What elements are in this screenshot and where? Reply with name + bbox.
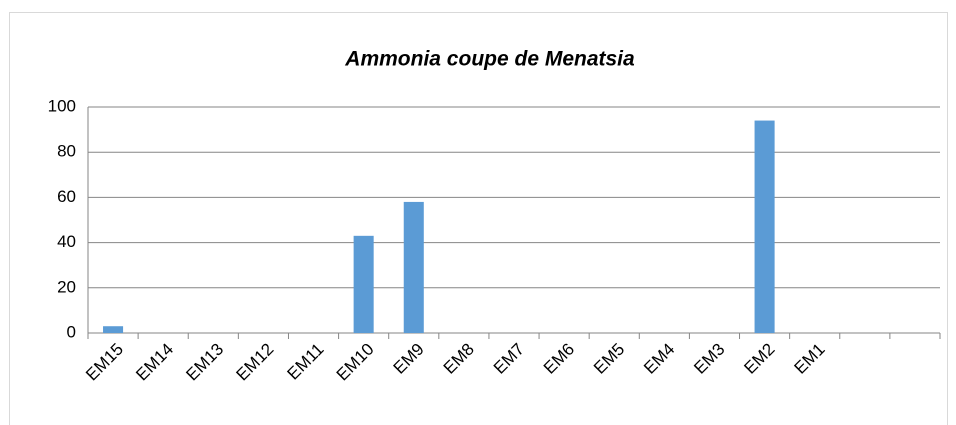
x-tick-label: EM7	[490, 340, 528, 378]
x-tick-label: EM2	[740, 340, 778, 378]
x-tick-label: EM6	[540, 340, 578, 378]
y-tick-label: 100	[48, 96, 76, 115]
y-tick-label: 40	[57, 232, 76, 251]
bar	[103, 326, 124, 333]
bar	[403, 201, 424, 333]
x-tick-label: EM8	[440, 340, 478, 378]
x-tick-label: EM15	[82, 340, 127, 385]
bar	[754, 120, 775, 333]
x-tick-label: EM3	[690, 340, 728, 378]
x-tick-label: EM14	[132, 340, 177, 385]
x-tick-label: EM9	[390, 340, 428, 378]
y-tick-label: 0	[67, 322, 76, 341]
y-tick-label: 60	[57, 187, 76, 206]
y-tick-label: 20	[57, 277, 76, 296]
bar	[353, 235, 374, 333]
x-tick-label: EM4	[640, 340, 678, 378]
x-tick-label: EM5	[590, 340, 628, 378]
x-tick-label: EM11	[284, 340, 328, 384]
x-tick-label: EM12	[233, 340, 278, 385]
x-tick-label: EM10	[333, 340, 378, 385]
chart-frame	[9, 12, 948, 425]
chart-title: Ammonia coupe de Menatsia	[344, 48, 635, 71]
x-tick-label: EM13	[182, 340, 227, 385]
y-tick-label: 80	[57, 142, 76, 161]
x-tick-label: EM1	[791, 340, 829, 378]
